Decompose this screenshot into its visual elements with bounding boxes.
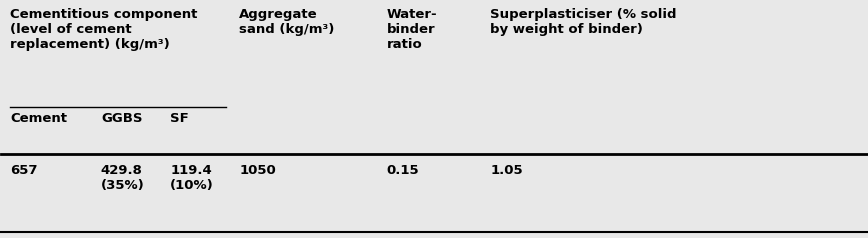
Text: 1.05: 1.05	[490, 164, 523, 177]
Text: 1050: 1050	[240, 164, 276, 177]
Text: SF: SF	[170, 112, 189, 125]
Text: GGBS: GGBS	[101, 112, 142, 125]
Text: Cementitious component
(level of cement
replacement) (kg/m³): Cementitious component (level of cement …	[10, 8, 197, 51]
Text: Superplasticiser (% solid
by weight of binder): Superplasticiser (% solid by weight of b…	[490, 8, 677, 36]
Text: 429.8
(35%): 429.8 (35%)	[101, 164, 145, 192]
Text: Aggregate
sand (kg/m³): Aggregate sand (kg/m³)	[240, 8, 335, 36]
Text: 0.15: 0.15	[386, 164, 419, 177]
Text: Cement: Cement	[10, 112, 67, 125]
Text: 657: 657	[10, 164, 37, 177]
Text: 119.4
(10%): 119.4 (10%)	[170, 164, 214, 192]
Text: Water-
binder
ratio: Water- binder ratio	[386, 8, 437, 51]
